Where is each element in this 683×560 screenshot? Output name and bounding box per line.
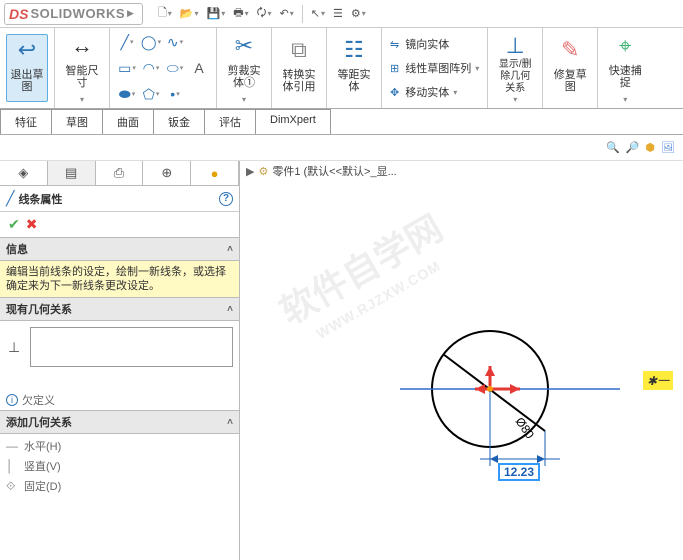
open-file-button[interactable]: 📂▾ — [177, 5, 202, 22]
existing-relations-body: ⊥ — [0, 321, 239, 390]
new-file-button[interactable]: 🗋▾ — [155, 2, 175, 25]
rect-tool[interactable]: ▭ — [116, 57, 138, 79]
dimension-input[interactable]: 12.23 — [498, 463, 540, 481]
panel-tab-property[interactable]: ▤ — [48, 161, 96, 185]
chevron-up-icon: ˄ — [227, 304, 233, 315]
add-vertical[interactable]: │竖直(V) — [6, 456, 233, 476]
select-button[interactable]: ↖▾ — [308, 5, 328, 22]
diameter-line[interactable] — [443, 354, 545, 431]
add-relations-header[interactable]: 添加几何关系˄ — [0, 410, 239, 434]
text-tool[interactable]: A — [188, 57, 210, 79]
quick-snap-button[interactable]: ⌖ 快速捕 捉 ▾ — [604, 31, 646, 106]
accept-button[interactable]: ✔ — [8, 216, 20, 233]
panel-tab-appearance[interactable]: ● — [191, 161, 239, 185]
tab-surface[interactable]: 曲面 — [102, 109, 154, 134]
panel-tabs: ◈ ▤ ⎙ ⊕ ● — [0, 161, 239, 186]
panel-tab-feature[interactable]: ◈ — [0, 161, 48, 185]
diameter-dimension[interactable]: Ø80 — [513, 415, 538, 442]
add-relations-list: —水平(H) │竖直(V) ⟐固定(D) — [0, 434, 239, 498]
panel-tab-config[interactable]: ⎙ — [96, 161, 144, 185]
add-horizontal[interactable]: —水平(H) — [6, 436, 233, 456]
list-button[interactable]: ☰ — [330, 5, 346, 22]
panel-title: 线条属性 — [18, 191, 219, 207]
display-relations-button[interactable]: ⊥ 显示/删 除几何 关系 ▾ — [494, 31, 536, 106]
sketch-tools-grid: ╱ ◯ ∿ ▭ ◠ ⬭ A ⬬ ⬠ • — [116, 30, 210, 106]
part-name[interactable]: 零件1 (默认<<默认>_显... — [272, 163, 396, 179]
info-text: 编辑当前线条的设定，绘制一新线条，或选择确定来为下一新线条更改设定。 — [0, 261, 239, 297]
property-manager: ◈ ▤ ⎙ ⊕ ● ╱ 线条属性 ? ✔ ✖ 信息˄ 编辑当前线条的设定，绘制一… — [0, 161, 240, 560]
logo-ds: DS — [9, 6, 28, 22]
logo-text: SOLIDWORKS — [30, 6, 125, 21]
scene-icon[interactable]: 🖼 — [661, 141, 675, 154]
command-tabs: 特征 草图 曲面 钣金 评估 DimXpert — [0, 109, 683, 135]
slot-tool[interactable]: ⬬ — [116, 83, 138, 105]
search-icon[interactable]: 🔍 — [606, 141, 620, 154]
zoom-icon[interactable]: 🔎 — [626, 141, 640, 154]
existing-relations-header[interactable]: 现有几何关系˄ — [0, 297, 239, 321]
repair-sketch-button[interactable]: ✎ 修复草 图 — [549, 35, 591, 101]
ellipse-tool[interactable]: ⬭ — [164, 57, 186, 79]
expand-tree-icon[interactable]: ▶ — [246, 165, 254, 178]
spline-tool[interactable]: ∿ — [164, 31, 186, 53]
breadcrumb: ▶ ⚙ 零件1 (默认<<默认>_显... — [246, 163, 397, 179]
point-tool[interactable]: • — [164, 83, 186, 105]
appearance-icon[interactable]: ⬢ — [645, 141, 655, 154]
cancel-button[interactable]: ✖ — [26, 216, 38, 233]
undo-button[interactable]: ↶▾ — [276, 5, 296, 22]
sketch-drawing: Ø80 12.23 — [380, 331, 660, 544]
chevron-up-icon: ˄ — [227, 417, 233, 428]
underdefined-status: i 欠定义 — [0, 390, 239, 410]
quick-access-toolbar: 🗋▾ 📂▾ 💾▾ 🖶▾ 🗘▾ ↶▾ ↖▾ ☰ ⚙▾ — [155, 2, 369, 25]
tab-evaluate[interactable]: 评估 — [204, 109, 256, 134]
save-button[interactable]: 💾▾ — [204, 5, 229, 22]
graphics-area[interactable]: ▶ ⚙ 零件1 (默认<<默认>_显... 软件自学网 WWW.RJZXW.CO… — [240, 161, 683, 560]
inference-tag: ✱一 — [643, 371, 673, 390]
tab-sheetmetal[interactable]: 钣金 — [153, 109, 205, 134]
linear-pattern-button[interactable]: ⊞线性草图阵列▾ — [390, 60, 479, 76]
panel-tab-dim[interactable]: ⊕ — [143, 161, 191, 185]
rebuild-button[interactable]: 🗘▾ — [254, 2, 275, 25]
ribbon: ↩ 退出草 图 ↔ 智能尺 寸 ▾ ╱ ◯ ∿ ▭ ◠ ⬭ A ⬬ ⬠ — [0, 28, 683, 109]
chevron-up-icon: ˄ — [227, 244, 233, 255]
panel-title-row: ╱ 线条属性 ? — [0, 186, 239, 212]
view-toolbar: 🔍 🔎 ⬢ 🖼 — [0, 135, 683, 161]
exit-sketch-button[interactable]: ↩ 退出草 图 — [6, 34, 48, 102]
part-icon: ⚙ — [258, 165, 268, 178]
title-bar: DS SOLIDWORKS ▶ 🗋▾ 📂▾ 💾▾ 🖶▾ 🗘▾ ↶▾ ↖▾ ☰ ⚙… — [0, 0, 683, 28]
move-entities-button[interactable]: ✥移动实体▾ — [390, 84, 457, 100]
circle-tool[interactable]: ◯ — [140, 31, 162, 53]
arc-tool[interactable]: ◠ — [140, 57, 162, 79]
polygon-tool[interactable]: ⬠ — [140, 83, 162, 105]
ok-cancel-row: ✔ ✖ — [0, 212, 239, 237]
relations-listbox[interactable] — [30, 327, 233, 367]
smart-dimension-button[interactable]: ↔ 智能尺 寸 ▾ — [61, 31, 103, 106]
line-icon: ╱ — [6, 190, 14, 207]
convert-entities-button[interactable]: ⧉ 转换实 体引用 — [278, 35, 320, 101]
line-tool[interactable]: ╱ — [116, 31, 138, 53]
add-fix[interactable]: ⟐固定(D) — [6, 476, 233, 496]
info-icon: i — [6, 394, 18, 406]
tab-dimxpert[interactable]: DimXpert — [255, 109, 331, 134]
origin-marker — [475, 366, 520, 394]
app-menu[interactable]: DS SOLIDWORKS ▶ — [4, 3, 143, 25]
print-button[interactable]: 🖶▾ — [230, 2, 251, 25]
tab-features[interactable]: 特征 — [0, 109, 52, 134]
perpendicular-icon: ⊥ — [8, 339, 26, 356]
main-area: ◈ ▤ ⎙ ⊕ ● ╱ 线条属性 ? ✔ ✖ 信息˄ 编辑当前线条的设定，绘制一… — [0, 161, 683, 560]
chevron-right-icon: ▶ — [127, 8, 134, 19]
options-button[interactable]: ⚙▾ — [348, 5, 369, 22]
info-header[interactable]: 信息˄ — [0, 237, 239, 261]
offset-entities-button[interactable]: ☷ 等距实 体 — [333, 35, 375, 101]
trim-button[interactable]: ✂ 剪裁实 体① ▾ — [223, 31, 265, 106]
help-icon[interactable]: ? — [219, 192, 233, 206]
tab-sketch[interactable]: 草图 — [51, 109, 103, 134]
mirror-entities-button[interactable]: ⇋镜向实体 — [390, 36, 449, 52]
